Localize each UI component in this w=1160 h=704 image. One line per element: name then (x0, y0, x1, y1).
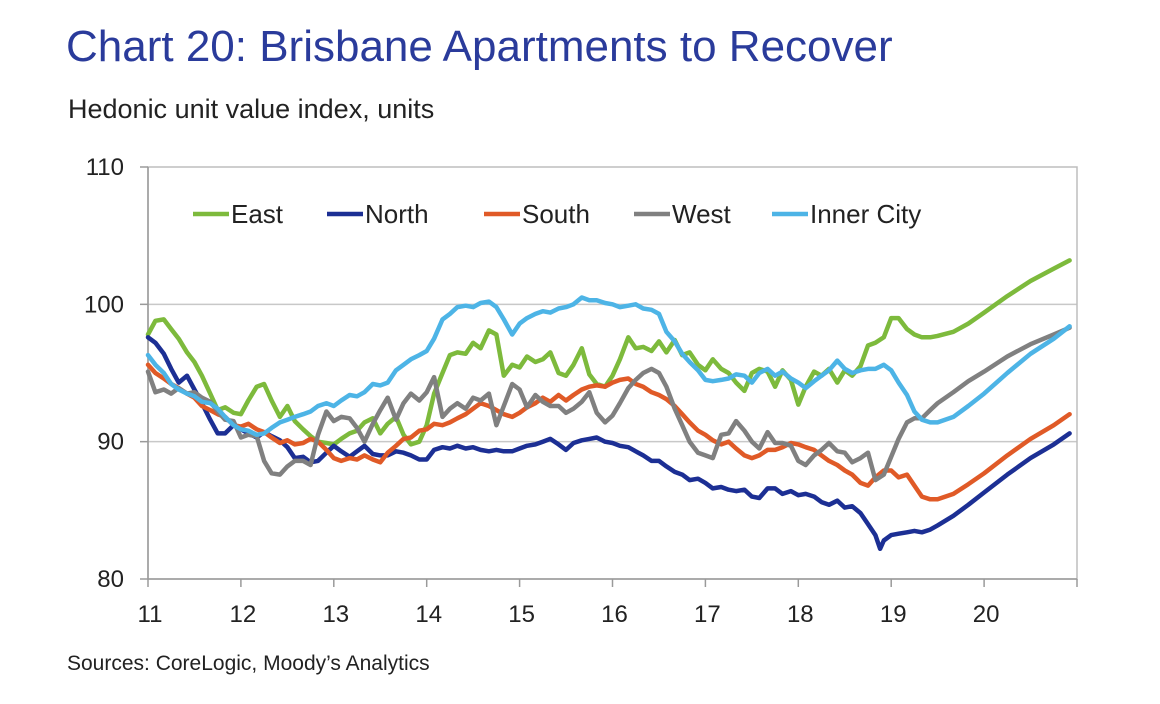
axes: 80 90 100 110 11 12 13 14 15 16 17 18 19 20 (84, 154, 1078, 628)
x-tick-label-12: 12 (230, 601, 257, 628)
series-line-south (145, 362, 1072, 502)
series-line-north (145, 335, 1072, 552)
series-line-west (145, 325, 1072, 483)
legend-label-south: South (522, 199, 590, 229)
x-tick-label-20: 20 (973, 601, 1000, 628)
legend-item-north: North (327, 199, 429, 229)
x-tick-label-17: 17 (694, 601, 721, 628)
legend-item-east: East (193, 199, 284, 229)
legend: East North South West Inner City (193, 199, 921, 229)
series-lines (145, 258, 1072, 552)
x-tick-label-16: 16 (601, 601, 628, 628)
legend-label-north: North (365, 199, 429, 229)
y-tick-label-90: 90 (97, 429, 124, 456)
chart-subtitle: Hedonic unit value index, units (68, 94, 435, 124)
legend-item-inner-city: Inner City (772, 199, 921, 229)
legend-label-west: West (672, 199, 732, 229)
legend-item-south: South (484, 199, 590, 229)
legend-item-west: West (634, 199, 732, 229)
legend-label-east: East (231, 199, 284, 229)
chart-title: Chart 20: Brisbane Apartments to Recover (66, 22, 893, 71)
legend-label-inner-city: Inner City (810, 199, 921, 229)
x-tick-label-14: 14 (415, 601, 442, 628)
source-note: Sources: CoreLogic, Moody’s Analytics (67, 652, 430, 675)
y-tick-label-100: 100 (84, 291, 124, 318)
x-tick-label-19: 19 (880, 601, 907, 628)
x-tick-label-11: 11 (138, 601, 163, 628)
x-tick-label-15: 15 (508, 601, 535, 628)
x-tick-label-18: 18 (787, 601, 814, 628)
y-tick-label-80: 80 (97, 566, 124, 593)
x-tick-label-13: 13 (322, 601, 349, 628)
series-line-inner-city (145, 295, 1072, 438)
y-tick-label-110: 110 (86, 154, 124, 181)
